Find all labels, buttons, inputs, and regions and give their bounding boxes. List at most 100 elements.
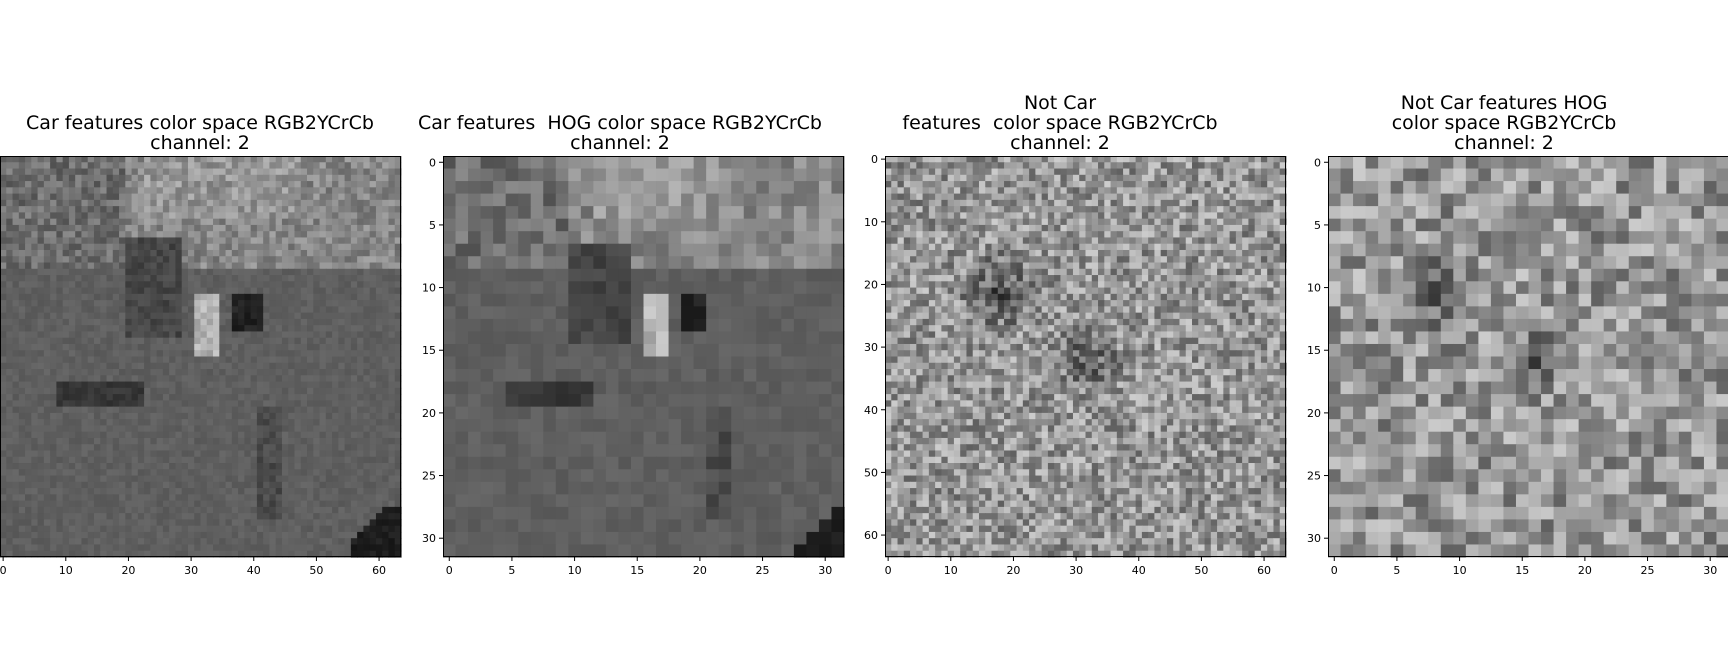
heatmap-cell [169,431,177,439]
heatmap-cell [443,181,457,195]
heatmap-cell [31,268,39,276]
heatmap-cell [6,519,14,527]
heatmap-cell [263,488,271,495]
heatmap-cell [231,162,239,170]
heatmap-cell [344,212,352,220]
heatmap-cell [119,168,126,176]
heatmap-cell [818,431,833,445]
heatmap-cell [206,538,214,546]
heatmap-cell [250,475,258,483]
heatmap-cell [263,300,271,307]
heatmap-cell [194,362,202,370]
heatmap-cell [681,268,695,282]
heatmap-cell [156,519,164,527]
heatmap-cell [219,513,227,521]
heatmap-cell [6,437,14,445]
heatmap-cell [156,450,164,458]
heatmap-cell [375,343,383,351]
heatmap-cell [62,525,70,533]
heatmap-cell [75,218,83,226]
heatmap-cell [81,312,89,320]
heatmap-cell [50,425,57,433]
heatmap-cell [194,375,202,383]
heatmap-cell [325,469,333,477]
heatmap-cell [250,212,258,220]
heatmap-cell [225,156,233,163]
heatmap-cell [325,494,333,502]
heatmap-cell [18,199,26,207]
heatmap-cell [250,450,258,458]
heatmap-cell [194,456,202,464]
heatmap-cell [206,243,214,251]
heatmap-cell [250,337,258,345]
heatmap-cell [307,400,314,408]
heatmap-cell [325,312,333,320]
heatmap-cell [275,544,283,552]
heatmap-cell [375,218,383,226]
heatmap-cell [106,381,114,389]
heatmap-cell [325,431,333,439]
heatmap-cell [369,519,377,527]
heatmap-cell [344,343,352,351]
heatmap-cell [294,318,302,326]
heatmap-cell [119,450,126,458]
heatmap-cell [156,531,164,539]
heatmap-cell [375,156,383,163]
heatmap-cell [307,538,314,546]
heatmap-cell [543,156,557,170]
heatmap-cell [244,394,252,401]
heatmap-cell [630,331,645,345]
heatmap-cell [382,500,390,508]
heatmap-cell [206,162,214,170]
heatmap-cell [518,318,532,333]
heatmap-cell [325,525,333,533]
heatmap-cell [238,456,245,464]
heatmap-cell [18,481,26,489]
heatmap-cell [169,356,177,364]
heatmap-cell [288,318,296,326]
heatmap-cell [219,369,227,376]
heatmap-cell [363,318,371,326]
heatmap-cell [313,174,321,182]
heatmap-cell [225,538,233,546]
heatmap-cell [119,431,126,439]
heatmap-cell [250,193,258,201]
heatmap-cell [68,550,76,558]
heatmap-cell [281,312,289,320]
heatmap-cell [480,331,494,345]
heatmap-cell [219,425,227,433]
heatmap-cell [256,481,264,489]
heatmap-cell [363,199,371,207]
heatmap-cell [206,181,214,188]
heatmap-cell [530,293,544,307]
heatmap-cell [357,318,365,326]
heatmap-cell [369,174,377,182]
heatmap-cell [62,156,70,163]
heatmap-cell [388,456,396,464]
heatmap-cell [781,406,795,420]
heatmap-cell [12,218,20,226]
heatmap-cell [37,369,45,376]
heatmap-cell [275,168,283,176]
heatmap-cell [288,475,296,483]
heatmap-cell [375,394,383,401]
heatmap-cell [375,275,383,282]
heatmap-cell [793,444,808,458]
heatmap-cell [388,381,396,389]
heatmap-cell [256,406,264,414]
heatmap-cell [137,488,145,495]
heatmap-cell [455,293,469,307]
heatmap-cell [743,306,757,320]
heatmap-cell [56,318,64,326]
heatmap-cell [162,494,170,502]
heatmap-cell [156,300,164,307]
heatmap-cell [568,343,582,358]
heatmap-cell [250,375,258,383]
heatmap-cell [150,425,158,433]
heatmap-cell [156,481,164,489]
heatmap-cell [332,337,339,345]
heatmap-cell [131,218,139,226]
heatmap-cell [87,394,95,401]
heatmap-cell [350,531,358,539]
heatmap-cell [806,206,820,220]
